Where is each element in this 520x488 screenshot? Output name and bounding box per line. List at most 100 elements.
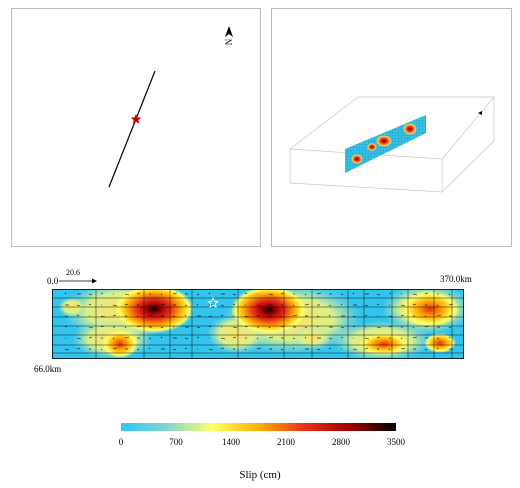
slip-vector xyxy=(100,315,106,318)
slip-vector xyxy=(256,347,262,350)
slip-vector xyxy=(256,337,259,340)
slip-vector xyxy=(316,348,321,351)
slip-vector xyxy=(64,348,70,351)
slip-vector xyxy=(424,315,427,318)
slip-vector xyxy=(76,337,82,340)
slip-vector xyxy=(328,337,333,340)
slip-vector xyxy=(244,348,247,351)
north-label: N xyxy=(224,38,234,46)
slip-vector xyxy=(184,304,188,307)
slip-vector xyxy=(160,303,166,306)
fault-plane-3d xyxy=(345,115,426,173)
slip-vector xyxy=(148,347,151,350)
slip-vector xyxy=(136,348,140,351)
slip-vector xyxy=(316,292,322,295)
slip-top-left-label: 0.0 xyxy=(47,276,59,286)
slip-vector xyxy=(364,337,370,340)
slip-vector xyxy=(280,325,286,328)
slip-vector xyxy=(244,315,250,318)
slip-vector xyxy=(424,292,429,295)
slip-vector xyxy=(196,293,200,296)
slip-vector xyxy=(88,293,93,296)
slip-vector xyxy=(208,292,211,295)
slip-vector xyxy=(112,347,118,350)
slip-vector xyxy=(76,314,80,317)
slip-vector xyxy=(196,336,200,339)
slip-vector xyxy=(364,314,368,317)
slip-vector xyxy=(448,336,451,339)
slip-vector xyxy=(400,314,405,317)
slip-vector xyxy=(160,336,163,339)
bounding-box xyxy=(289,96,495,193)
slip-vector xyxy=(352,348,358,351)
slip-vector xyxy=(184,347,188,350)
slip-vector xyxy=(76,304,81,307)
slip-distribution-map xyxy=(52,289,464,359)
slip-top-right-label: 370.0km xyxy=(440,274,472,284)
slip-vector xyxy=(352,325,356,328)
slip-vector xyxy=(124,326,127,329)
slip-vector xyxy=(436,314,442,317)
slip-vector xyxy=(304,293,307,296)
slip-vector xyxy=(388,292,392,295)
slip-vector xyxy=(304,326,308,329)
slip-vector xyxy=(184,314,187,317)
slip-vector xyxy=(292,337,296,340)
slip-vector xyxy=(268,293,274,296)
slip-vector xyxy=(448,293,451,296)
fault-3d-view xyxy=(289,96,495,193)
slip-vector xyxy=(400,304,406,307)
colorbar-tick-label: 3500 xyxy=(387,437,405,447)
slip-vector xyxy=(232,336,237,339)
slip-vector xyxy=(76,347,81,350)
slip-vector xyxy=(64,325,68,328)
north-arrow-icon xyxy=(225,26,233,37)
slip-vector xyxy=(184,337,189,340)
slip-vector xyxy=(316,325,319,328)
direction-arrow-icon xyxy=(478,111,482,115)
slip-vector xyxy=(388,315,394,318)
colorbar-tick-label: 700 xyxy=(169,437,183,447)
slip-vector xyxy=(268,326,271,329)
slip-vector xyxy=(172,348,177,351)
colorbar-tick-label: 2800 xyxy=(332,437,350,447)
slip-vector xyxy=(148,304,151,307)
slip-vector xyxy=(268,303,273,306)
slip-vector xyxy=(388,325,393,328)
slip-vector xyxy=(64,315,69,318)
slip-vector xyxy=(292,304,295,307)
scale-arrow-icon xyxy=(59,278,97,284)
slip-vector xyxy=(412,336,418,339)
slip-vector xyxy=(244,325,249,328)
slip-vector xyxy=(88,326,94,329)
slip-vector xyxy=(172,325,175,328)
slip-vector xyxy=(208,315,213,318)
slip-vector xyxy=(220,314,224,317)
slip-vector xyxy=(232,293,237,296)
slip-vector xyxy=(436,337,440,340)
slip-vector xyxy=(340,336,344,339)
slip-vectors xyxy=(64,292,454,351)
colorbar-tick-label: 0 xyxy=(118,437,124,447)
view3d-panel xyxy=(271,8,512,247)
colorbar-tick-label: 2100 xyxy=(277,437,295,447)
slip-vector xyxy=(100,348,103,351)
slip-vector xyxy=(244,292,248,295)
slip-vector xyxy=(124,303,129,306)
slip-vector xyxy=(268,336,274,339)
slip-vector xyxy=(376,303,380,306)
slip-vector xyxy=(340,303,343,306)
slip-vector xyxy=(136,292,141,295)
slip-vector xyxy=(280,292,285,295)
slip-vector xyxy=(328,314,331,317)
slip-vector xyxy=(400,347,406,350)
slip-vector xyxy=(304,303,310,306)
slip-vector xyxy=(232,326,238,329)
slip-vector xyxy=(376,293,381,296)
slip-vector xyxy=(400,337,403,340)
scale-bar-label: 20.6 xyxy=(66,268,80,277)
slip-vector xyxy=(196,303,199,306)
slip-vector xyxy=(424,348,428,351)
slip-vector xyxy=(328,347,332,350)
slip-vector xyxy=(160,326,164,329)
